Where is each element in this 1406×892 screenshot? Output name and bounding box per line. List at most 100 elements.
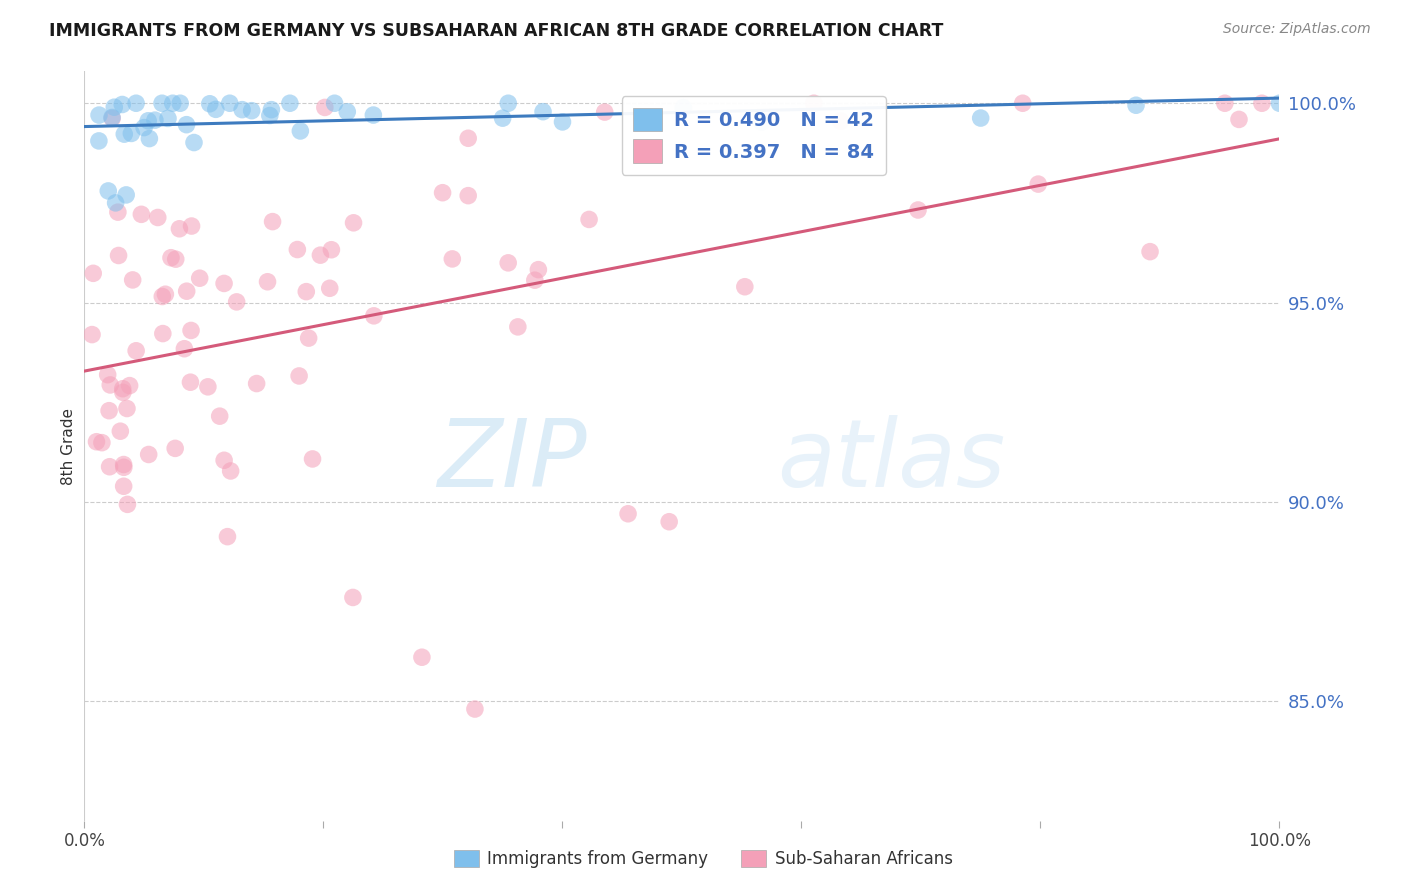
- Point: [169, 96, 191, 111]
- Legend: R = 0.490   N = 42, R = 0.397   N = 84: R = 0.490 N = 42, R = 0.397 N = 84: [621, 96, 886, 175]
- Point: [457, 131, 479, 145]
- Point: [169, 221, 191, 235]
- Point: [246, 376, 269, 391]
- Point: [131, 207, 153, 221]
- Point: [150, 289, 173, 303]
- Point: [212, 453, 235, 467]
- Point: [101, 112, 124, 126]
- Point: [672, 101, 695, 115]
- Point: [98, 378, 121, 392]
- Point: [1125, 98, 1147, 112]
- Point: [205, 103, 228, 117]
- Point: [301, 452, 323, 467]
- Point: [218, 96, 240, 111]
- Point: [551, 115, 574, 129]
- Point: [593, 105, 616, 120]
- Point: [98, 459, 121, 474]
- Point: [907, 202, 929, 217]
- Point: [107, 205, 129, 219]
- Point: [231, 103, 253, 117]
- Point: [98, 403, 121, 417]
- Point: [457, 188, 479, 202]
- Point: [110, 424, 132, 438]
- Point: [260, 103, 283, 117]
- Point: [120, 127, 142, 141]
- Point: [658, 515, 681, 529]
- Text: IMMIGRANTS FROM GERMANY VS SUBSAHARAN AFRICAN 8TH GRADE CORRELATION CHART: IMMIGRANTS FROM GERMANY VS SUBSAHARAN AF…: [49, 22, 943, 40]
- Point: [262, 214, 284, 228]
- Point: [104, 195, 127, 210]
- Point: [336, 104, 359, 119]
- Point: [212, 277, 235, 291]
- Point: [363, 108, 385, 122]
- Point: [751, 115, 773, 129]
- Point: [1026, 177, 1049, 191]
- Point: [411, 650, 433, 665]
- Point: [146, 211, 169, 225]
- Point: [240, 103, 263, 118]
- Point: [121, 273, 143, 287]
- Point: [165, 252, 187, 267]
- Point: [578, 212, 600, 227]
- Point: [125, 343, 148, 358]
- Point: [136, 113, 159, 128]
- Point: [176, 284, 198, 298]
- Point: [112, 127, 135, 141]
- Y-axis label: 8th Grade: 8th Grade: [60, 408, 76, 484]
- Point: [115, 401, 138, 416]
- Point: [97, 368, 120, 382]
- Point: [155, 287, 177, 301]
- Point: [492, 111, 515, 125]
- Point: [298, 331, 321, 345]
- Point: [179, 375, 201, 389]
- Point: [314, 100, 336, 114]
- Point: [830, 114, 852, 128]
- Point: [1011, 96, 1033, 111]
- Point: [176, 118, 198, 132]
- Point: [118, 378, 141, 392]
- Text: ZIP: ZIP: [437, 416, 586, 507]
- Point: [165, 442, 187, 456]
- Point: [150, 96, 173, 111]
- Point: [138, 131, 160, 145]
- Point: [117, 497, 139, 511]
- Point: [225, 294, 247, 309]
- Point: [342, 216, 364, 230]
- Point: [197, 380, 219, 394]
- Point: [1213, 96, 1236, 111]
- Point: [173, 342, 195, 356]
- Point: [259, 108, 281, 122]
- Point: [734, 279, 756, 293]
- Point: [496, 96, 519, 111]
- Point: [103, 100, 125, 114]
- Text: atlas: atlas: [778, 416, 1005, 507]
- Point: [342, 591, 364, 605]
- Point: [1139, 244, 1161, 259]
- Point: [138, 448, 160, 462]
- Point: [87, 108, 110, 122]
- Point: [87, 134, 110, 148]
- Point: [188, 271, 211, 285]
- Point: [82, 266, 104, 280]
- Point: [132, 120, 156, 135]
- Point: [107, 248, 129, 262]
- Point: [321, 243, 343, 257]
- Point: [285, 243, 308, 257]
- Point: [111, 382, 134, 396]
- Point: [111, 385, 134, 400]
- Point: [278, 96, 301, 111]
- Point: [432, 186, 454, 200]
- Point: [160, 251, 183, 265]
- Point: [101, 111, 124, 125]
- Point: [531, 104, 554, 119]
- Legend: Immigrants from Germany, Sub-Saharan Africans: Immigrants from Germany, Sub-Saharan Afr…: [447, 843, 959, 875]
- Point: [112, 460, 135, 475]
- Point: [86, 434, 108, 449]
- Point: [617, 507, 640, 521]
- Point: [143, 113, 166, 128]
- Point: [162, 96, 184, 111]
- Point: [157, 112, 180, 126]
- Point: [441, 252, 464, 266]
- Point: [152, 326, 174, 341]
- Point: [112, 479, 135, 493]
